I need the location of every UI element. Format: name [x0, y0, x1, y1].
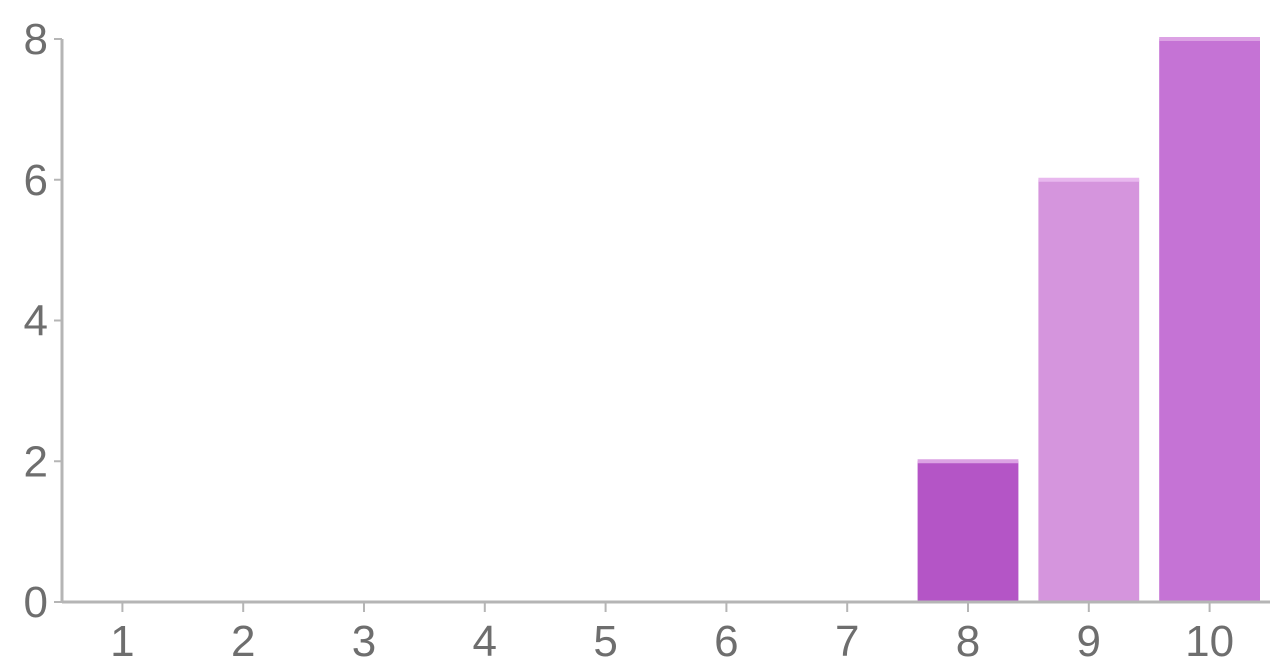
- y-tick-label: 2: [24, 437, 48, 486]
- x-tick-label: 5: [593, 617, 617, 659]
- bar: [1159, 39, 1260, 602]
- x-tick-label: 1: [110, 617, 134, 659]
- bar-top-highlight: [917, 459, 1019, 464]
- bars: [917, 37, 1260, 602]
- x-axis: 1 2 3 4 5 6 7 8 9 10: [62, 600, 1270, 659]
- bar: [1038, 179, 1140, 602]
- y-tick-label: 0: [24, 578, 48, 627]
- x-tick-label: 10: [1185, 617, 1234, 659]
- bar-top-highlight: [1159, 37, 1260, 41]
- x-tick-label: 3: [352, 617, 376, 659]
- bar: [917, 461, 1019, 602]
- y-tick-label: 8: [24, 15, 48, 64]
- x-tick-label: 8: [956, 617, 980, 659]
- bar-top-highlight: [1038, 177, 1140, 182]
- x-tick-label: 4: [473, 617, 497, 659]
- y-tick-label: 4: [24, 297, 48, 346]
- y-tick-label: 6: [24, 156, 48, 205]
- x-tick-label: 9: [1077, 617, 1101, 659]
- x-tick-label: 2: [231, 617, 255, 659]
- x-tick-label: 6: [714, 617, 738, 659]
- y-axis: 0 2 4 6 8: [24, 15, 64, 627]
- x-tick-label: 7: [835, 617, 859, 659]
